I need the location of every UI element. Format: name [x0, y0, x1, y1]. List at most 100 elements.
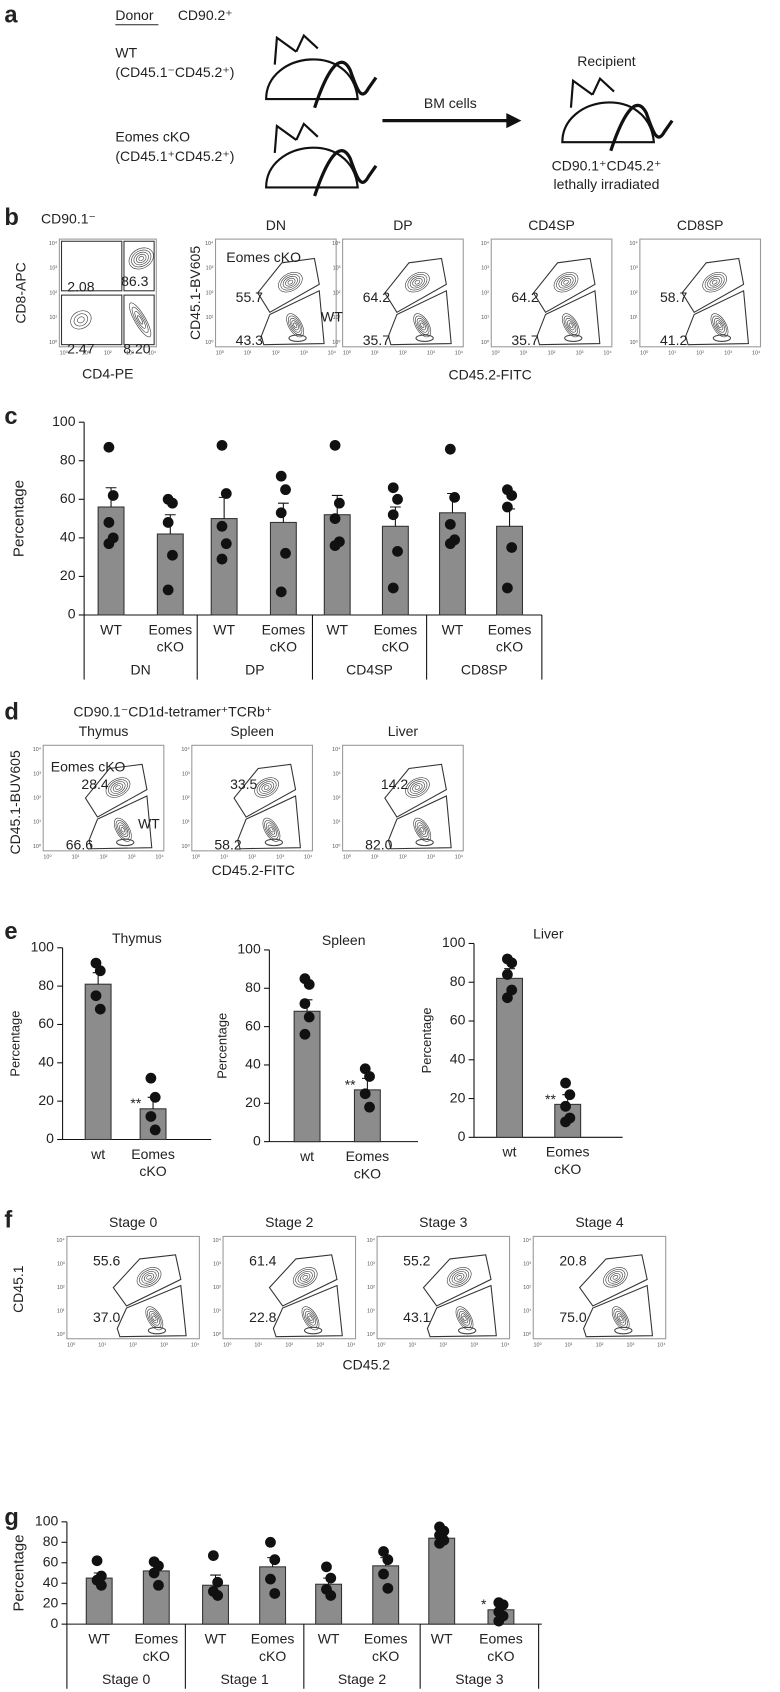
gate — [532, 257, 596, 314]
flow-tick-label: 10³ — [523, 1262, 531, 1268]
flow-tick-label: 10³ — [182, 771, 190, 777]
flow-tick-label: 10² — [272, 351, 280, 357]
label: WT — [115, 45, 137, 61]
x-tick-label: WT — [317, 1630, 340, 1647]
label: WT — [321, 308, 343, 324]
data-point — [506, 957, 518, 969]
flow-tick-label: 10⁰ — [332, 844, 340, 850]
contour — [152, 1315, 157, 1321]
flow-plot — [376, 1235, 511, 1340]
contour — [568, 322, 573, 328]
gate-value: 35.7 — [363, 332, 390, 348]
flow-tick-label: 10³ — [627, 1343, 635, 1349]
mouse-ear — [569, 78, 594, 108]
x-tick-label: WT — [213, 621, 236, 638]
data-point — [325, 1572, 337, 1584]
donor-label: Donor — [115, 7, 153, 23]
data-point — [212, 1590, 224, 1601]
data-point — [444, 443, 456, 455]
x-tick-label: Eomes cKO — [134, 1630, 179, 1664]
flow-tick-label: 10⁰ — [640, 351, 648, 357]
contour — [711, 279, 718, 285]
data-point — [220, 538, 232, 550]
contour — [265, 822, 277, 838]
flow-tick-label: 10⁴ — [56, 1238, 65, 1244]
plot-title: Stage 0 — [109, 1214, 157, 1230]
contour — [115, 785, 121, 790]
category-label-box: WT — [100, 621, 122, 638]
data-point — [392, 493, 403, 505]
flow-tick-label: 10⁰ — [343, 351, 351, 357]
x-tick-label: Eomes cKO — [479, 1630, 523, 1664]
contour — [615, 1310, 627, 1326]
category-label-box: wt — [503, 1144, 517, 1160]
flow-tick-label: 10¹ — [333, 820, 341, 826]
flow-tick-label: 10¹ — [481, 315, 489, 321]
contour — [715, 320, 724, 331]
flow-plot — [214, 238, 337, 348]
x-tick-label: WT — [100, 621, 122, 638]
contour — [413, 817, 432, 842]
data-point — [207, 1550, 219, 1561]
data-point — [506, 490, 518, 501]
plot-title: DP — [393, 217, 412, 233]
contour — [563, 279, 569, 285]
panel-label: e — [4, 919, 17, 945]
flow-tick-label: 10² — [248, 855, 256, 861]
data-point — [387, 482, 399, 494]
contour — [618, 1315, 623, 1321]
flow-tick-label: 10⁴ — [205, 241, 214, 247]
bar — [269, 521, 297, 616]
flow-plot — [532, 1235, 667, 1340]
gate — [426, 1284, 497, 1338]
data-point — [378, 1568, 389, 1580]
x-tick-label: WT — [88, 1630, 111, 1647]
data-point — [103, 441, 115, 453]
flow-plot — [490, 238, 613, 348]
flow-tick-label: 10⁴ — [213, 1238, 222, 1244]
flow-tick-label: 10¹ — [213, 1308, 221, 1314]
y-tick-label: 0 — [46, 1130, 54, 1146]
contour — [136, 1267, 162, 1288]
y-tick-label: 80 — [245, 979, 261, 995]
flow-tick-label: 10³ — [316, 1343, 324, 1349]
significance: ** — [545, 1091, 556, 1107]
plot-title: Stage 3 — [419, 1214, 467, 1230]
flow-tick-label: 10⁴ — [481, 241, 490, 247]
category-label-box: Eomes cKO — [546, 1144, 590, 1177]
panel-label: b — [4, 205, 18, 231]
contour — [407, 273, 428, 291]
flow-tick-label: 10⁴ — [455, 351, 464, 357]
contour — [115, 820, 130, 840]
contour — [256, 779, 277, 796]
flow-tick-label: 10¹ — [57, 1308, 65, 1314]
group-label: DN — [131, 662, 151, 678]
data-point — [280, 484, 291, 496]
flow-tick-label: 10⁰ — [60, 351, 68, 357]
y-tick-label: 40 — [60, 529, 76, 545]
data-point — [90, 990, 102, 1002]
flow-tick-label: 10⁴ — [33, 747, 42, 753]
flow-tick-label: 10⁰ — [377, 1343, 385, 1349]
gate — [268, 1254, 338, 1307]
contour — [702, 271, 727, 293]
flow-tick-label: 10⁰ — [67, 1343, 75, 1349]
flow-tick-label: 10³ — [57, 1262, 65, 1268]
contour — [712, 315, 727, 335]
flow-plot — [191, 744, 313, 852]
x-tick-label: Eomes cKO — [487, 621, 532, 655]
flow-tick-label: 10² — [333, 290, 341, 296]
label: (CD45.1⁺CD45.2⁺) — [115, 148, 234, 164]
data-point — [149, 1124, 161, 1136]
data-point — [329, 439, 341, 451]
flow-tick-label: 10⁴ — [191, 1343, 200, 1349]
x-tick-label: Eomes cKO — [345, 1148, 390, 1182]
data-point — [303, 979, 315, 990]
flow-tick-label: 10³ — [128, 855, 136, 861]
flow-tick-label: 10³ — [481, 266, 489, 272]
flow-plot — [342, 744, 464, 852]
contour — [614, 1326, 633, 1335]
flow-tick-label: 10² — [104, 351, 112, 357]
data-point — [94, 1003, 106, 1015]
contour — [616, 1313, 625, 1324]
